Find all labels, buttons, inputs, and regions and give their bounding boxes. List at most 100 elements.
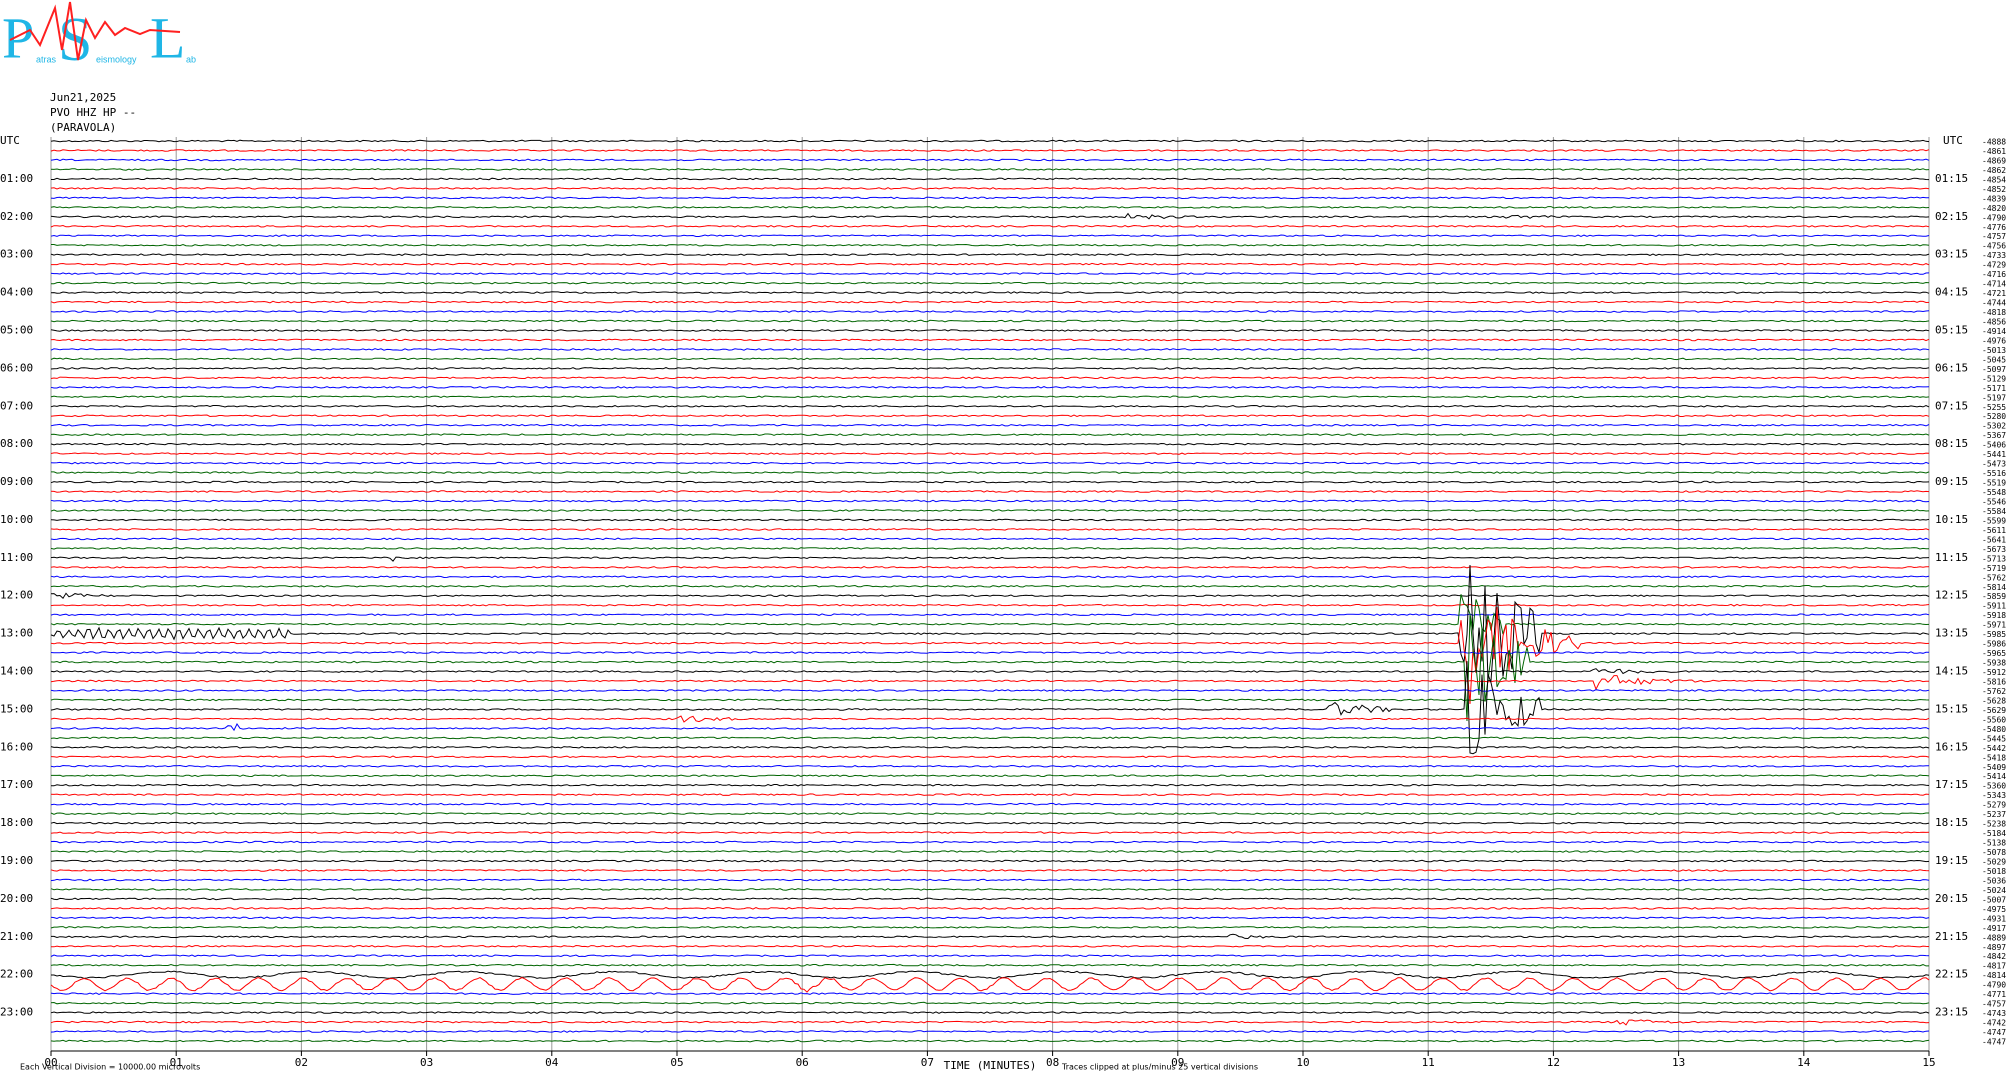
trace [50, 461, 1930, 465]
x-tick-label: 02 [295, 1056, 308, 1069]
trace-offset: -4743 [1982, 1009, 2006, 1018]
trace-offset: -4733 [1982, 251, 2006, 260]
trace-offset: -5360 [1982, 782, 2006, 791]
trace [50, 661, 1930, 755]
trace-offset: -5409 [1982, 763, 2006, 772]
trace-offset: -5814 [1982, 583, 2006, 592]
trace [50, 594, 1930, 635]
trace [50, 736, 1930, 740]
left-time-label: 07:00 [0, 399, 33, 412]
trace-offset: -4931 [1982, 914, 2006, 923]
trace [50, 367, 1930, 370]
trace [50, 992, 1930, 995]
trace [50, 158, 1930, 162]
right-time-label: 22:15 [1935, 968, 1968, 981]
trace-offset: -5441 [1982, 450, 2006, 459]
x-tick-label: 07 [921, 1056, 934, 1069]
left-time-label: 06:00 [0, 361, 33, 374]
station: PVO HHZ HP -- [50, 106, 136, 119]
trace [50, 139, 1930, 143]
trace-offset: -4818 [1982, 308, 2006, 317]
trace-offset: -5519 [1982, 479, 2006, 488]
trace [51, 243, 1930, 247]
x-tick-label: 13 [1672, 1056, 1685, 1069]
trace [50, 168, 1930, 171]
logo-letter: P [2, 5, 34, 70]
right-time-label: 06:15 [1935, 361, 1968, 374]
x-tick-label: 11 [1422, 1056, 1435, 1069]
trace-offset: -5599 [1982, 516, 2006, 525]
trace-offset: -5918 [1982, 611, 2006, 620]
trace [50, 547, 1930, 550]
trace-offset: -5343 [1982, 791, 2006, 800]
x-tick-label: 05 [670, 1056, 683, 1069]
trace-offset: -4897 [1982, 943, 2006, 952]
x-tick-label: 12 [1547, 1056, 1560, 1069]
trace-offset: -4854 [1982, 175, 2006, 184]
trace-offset: -5816 [1982, 678, 2006, 687]
right-time-label: 02:15 [1935, 210, 1968, 223]
trace-offset: -4790 [1982, 213, 2006, 222]
trace [50, 1030, 1930, 1033]
trace [50, 954, 1930, 958]
trace-offset: -4888 [1982, 138, 2006, 147]
trace [51, 177, 1930, 181]
trace-offset: -5171 [1982, 384, 2006, 393]
trace-offset: -4757 [1982, 232, 2006, 241]
trace-offset: -5762 [1982, 687, 2006, 696]
trace-offset: -4817 [1982, 962, 2006, 971]
right-time-label: 18:15 [1935, 816, 1968, 829]
right-time-label: 09:15 [1935, 475, 1968, 488]
trace-offset: -4976 [1982, 336, 2006, 345]
trace [50, 234, 1930, 238]
trace [50, 272, 1930, 275]
trace-offset: -5414 [1982, 772, 2006, 781]
logo-word: eismology [96, 54, 137, 64]
trace [50, 715, 1930, 723]
date: Jun21,2025 [50, 91, 116, 104]
trace [50, 386, 1930, 389]
logo: P S L atras eismology ab [2, 1, 196, 74]
right-time-label: 23:15 [1935, 1006, 1968, 1019]
x-tick-label: 15 [1922, 1056, 1935, 1069]
trace [50, 793, 1930, 797]
right-time-label: 01:15 [1935, 172, 1968, 185]
trace [50, 614, 1930, 722]
right-axis-title: UTC [1943, 134, 1963, 147]
x-tick-label: 01 [170, 1056, 183, 1069]
trace [50, 556, 1930, 562]
x-tick-label: 14 [1797, 1056, 1811, 1069]
trace-offset: -5611 [1982, 526, 2006, 535]
trace-offset: -5445 [1982, 734, 2006, 743]
trace-offset: -5013 [1982, 346, 2006, 355]
trace-offset: -5097 [1982, 365, 2006, 374]
trace [50, 821, 1930, 825]
right-time-label: 21:15 [1935, 930, 1968, 943]
left-time-label: 19:00 [0, 854, 33, 867]
trace-offset: -4742 [1982, 1019, 2006, 1028]
trace-offset: -5279 [1982, 801, 2006, 810]
trace-offset: -5036 [1982, 876, 2006, 885]
trace [50, 480, 1930, 484]
trace-offset: -5584 [1982, 507, 2006, 516]
left-time-label: 10:00 [0, 513, 33, 526]
trace [50, 319, 1930, 323]
trace-offset: -4889 [1982, 933, 2006, 942]
trace [50, 575, 1930, 579]
trace [50, 442, 1930, 446]
trace [50, 212, 1930, 220]
trace [50, 281, 1930, 285]
trace [50, 206, 1930, 209]
x-tick-label: 03 [420, 1056, 433, 1069]
trace [50, 433, 1930, 437]
left-time-label: 02:00 [0, 210, 33, 223]
trace [50, 840, 1929, 844]
trace-offset: -5912 [1982, 668, 2006, 677]
trace [50, 338, 1930, 342]
trace-offset: -4721 [1982, 289, 2006, 298]
trace-offset: -4744 [1982, 299, 2006, 308]
x-tick-label: 10 [1296, 1056, 1309, 1069]
trace [51, 970, 1930, 979]
trace-offset: -4917 [1982, 924, 2006, 933]
trace [50, 897, 1930, 901]
